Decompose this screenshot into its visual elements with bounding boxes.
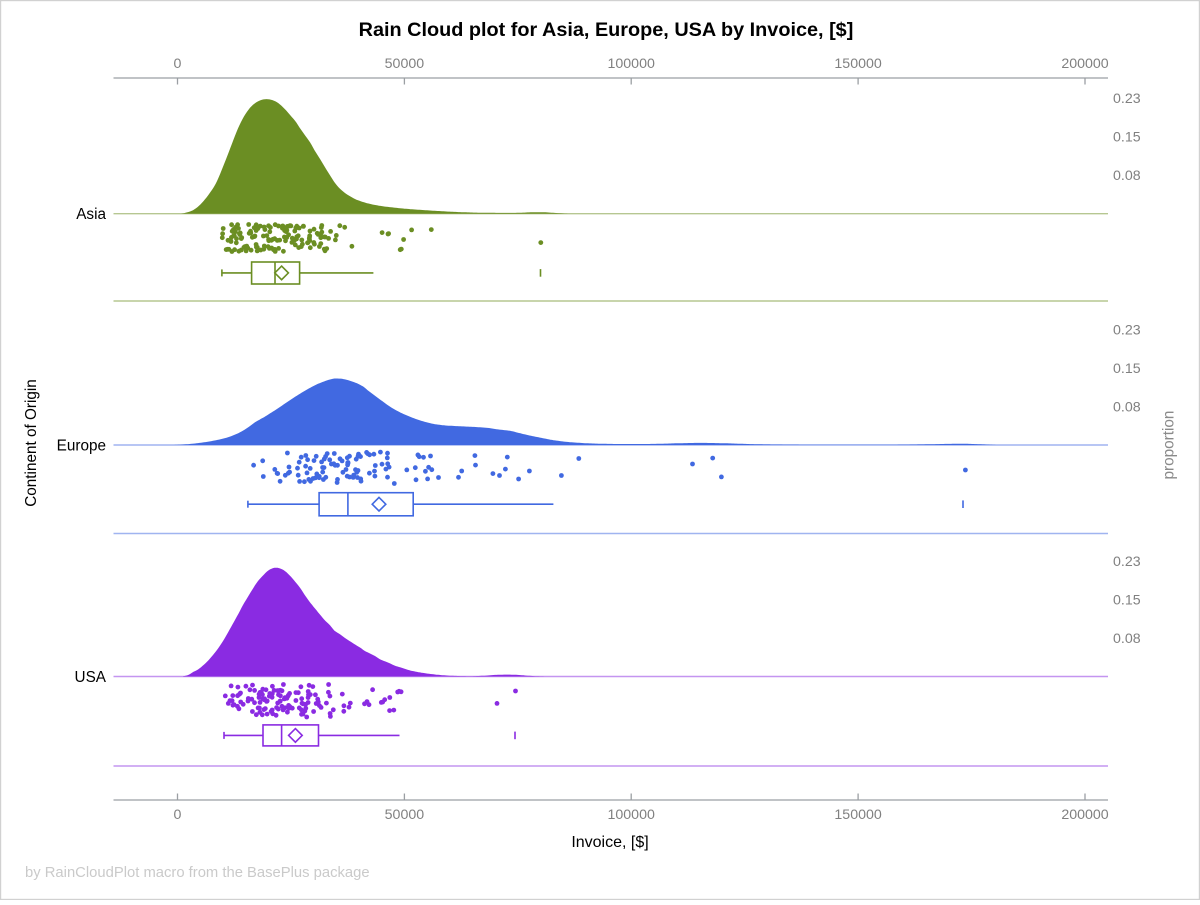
svg-text:Rain Cloud plot for Asia, Euro: Rain Cloud plot for Asia, Europe, USA by… <box>359 19 854 41</box>
svg-text:0.23: 0.23 <box>1113 554 1141 570</box>
svg-text:by RainCloudPlot macro from th: by RainCloudPlot macro from the BasePlus… <box>25 865 370 881</box>
svg-text:Asia: Asia <box>76 206 106 223</box>
svg-text:150000: 150000 <box>834 807 881 823</box>
svg-text:100000: 100000 <box>608 807 655 823</box>
svg-text:0.08: 0.08 <box>1113 168 1141 184</box>
svg-text:150000: 150000 <box>834 56 881 72</box>
svg-text:0.23: 0.23 <box>1113 323 1141 339</box>
svg-text:Invoice, [$]: Invoice, [$] <box>571 834 648 851</box>
svg-text:0: 0 <box>174 56 182 72</box>
svg-text:0.15: 0.15 <box>1113 130 1141 146</box>
svg-text:100000: 100000 <box>608 56 655 72</box>
svg-text:0.23: 0.23 <box>1113 91 1141 107</box>
svg-text:200000: 200000 <box>1061 56 1108 72</box>
svg-text:50000: 50000 <box>385 56 425 72</box>
svg-text:0.08: 0.08 <box>1113 400 1141 416</box>
svg-text:200000: 200000 <box>1061 807 1108 823</box>
svg-text:proportion: proportion <box>1161 411 1178 480</box>
svg-text:USA: USA <box>75 669 107 686</box>
svg-text:Continent of Origin: Continent of Origin <box>23 379 40 507</box>
svg-text:Europe: Europe <box>57 438 106 455</box>
svg-text:0.15: 0.15 <box>1113 593 1141 609</box>
svg-text:0.15: 0.15 <box>1113 361 1141 377</box>
svg-text:0: 0 <box>174 807 182 823</box>
svg-text:50000: 50000 <box>385 807 425 823</box>
svg-text:0.08: 0.08 <box>1113 631 1141 647</box>
